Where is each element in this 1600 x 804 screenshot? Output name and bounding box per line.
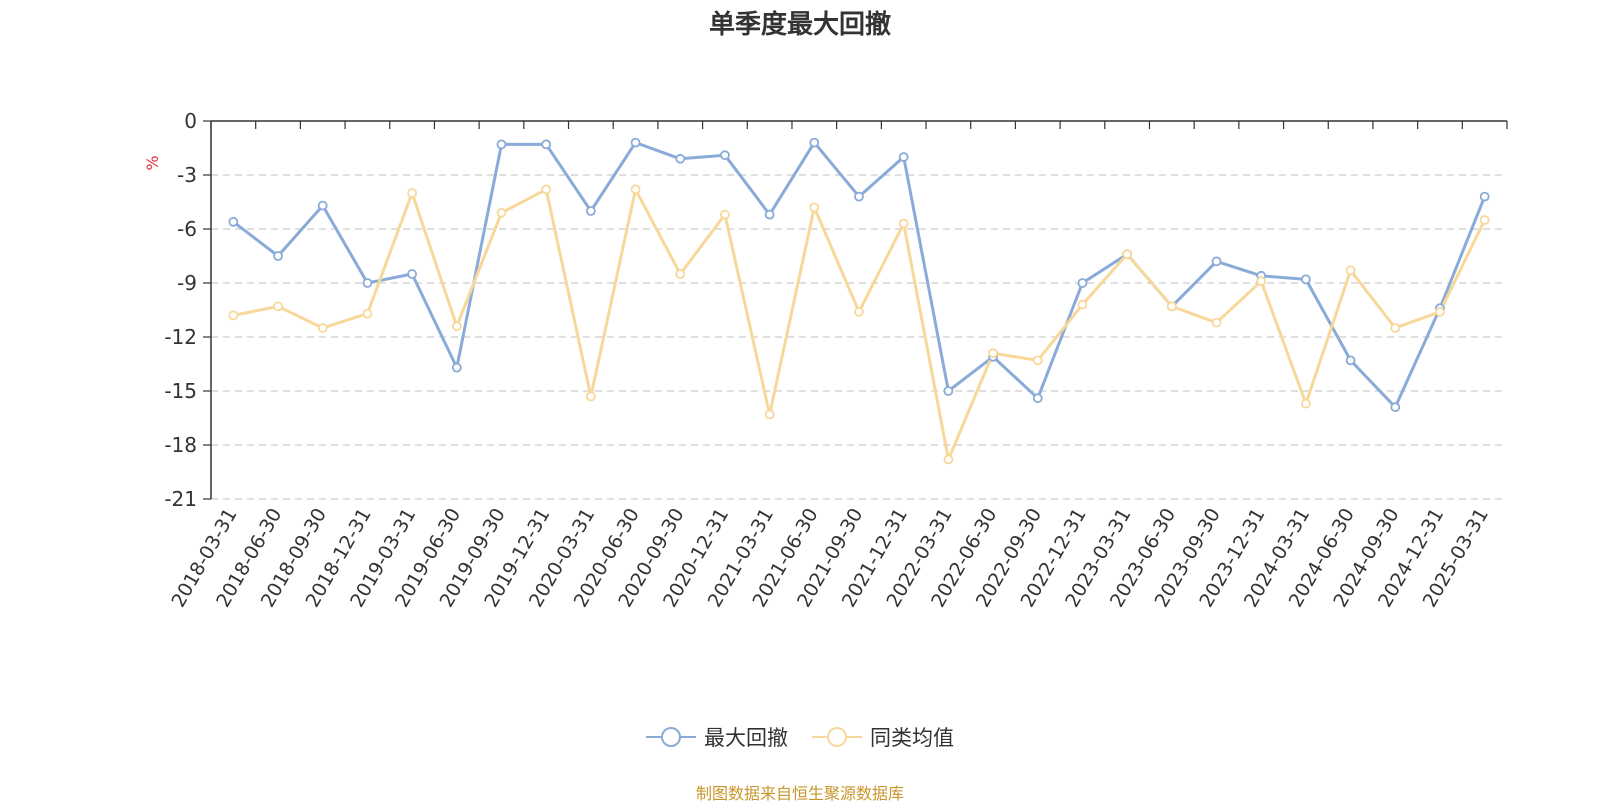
data-point-series-2 — [1077, 299, 1088, 310]
data-point-series-2 — [988, 348, 998, 359]
data-point-series-1 — [854, 191, 864, 202]
data-point-series-2 — [1211, 317, 1222, 328]
legend-marker-series-2 — [812, 727, 862, 747]
data-point-series-1 — [228, 216, 239, 227]
y-tick-label: -12 — [164, 325, 197, 349]
data-point-series-2 — [1256, 276, 1267, 287]
y-axis-unit: % — [143, 155, 162, 170]
data-point-series-1 — [585, 206, 596, 216]
y-tick-label: -9 — [177, 271, 197, 295]
y-tick-label: 0 — [184, 109, 197, 133]
data-point-series-2 — [273, 301, 283, 312]
series-line-1 — [232, 141, 1487, 409]
legend-item-series-1[interactable]: 最大回撤 — [646, 722, 788, 752]
legend-label-series-2: 同类均值 — [870, 726, 954, 750]
data-point-series-2 — [809, 202, 820, 213]
data-point-series-1 — [675, 153, 686, 164]
data-point-series-2 — [1390, 323, 1401, 333]
data-point-series-1 — [1300, 274, 1311, 285]
data-point-series-2 — [630, 184, 641, 195]
data-point-series-1 — [407, 269, 418, 279]
legend-marker-series-1 — [646, 727, 696, 747]
data-point-series-1 — [317, 200, 328, 211]
data-point-series-1 — [809, 137, 820, 148]
legend-item-series-2[interactable]: 同类均值 — [812, 722, 954, 752]
data-point-series-1 — [1345, 355, 1356, 366]
data-point-series-2 — [1166, 301, 1177, 312]
data-point-series-1 — [1211, 256, 1222, 267]
data-point-series-1 — [943, 386, 954, 396]
data-point-series-2 — [496, 207, 507, 218]
data-point-series-2 — [943, 454, 954, 465]
y-tick-label: -18 — [164, 433, 197, 457]
data-point-series-1 — [273, 251, 283, 261]
y-tick-label: -15 — [164, 379, 197, 403]
data-point-series-1 — [496, 139, 507, 150]
data-point-series-2 — [1479, 215, 1490, 225]
data-point-series-2 — [1122, 249, 1133, 260]
y-tick-label: -3 — [177, 163, 197, 187]
data-point-series-2 — [675, 269, 686, 279]
data-point-series-1 — [1077, 278, 1088, 288]
data-point-series-1 — [720, 150, 730, 161]
data-point-series-2 — [228, 310, 239, 321]
chart-title: 单季度最大回撤 — [708, 10, 891, 40]
data-point-series-1 — [362, 278, 373, 288]
data-point-series-2 — [451, 321, 462, 332]
data-point-series-2 — [407, 188, 418, 198]
y-tick-label: -21 — [164, 487, 197, 511]
data-point-series-1 — [630, 137, 641, 148]
legend: 最大回撤 同类均值 — [0, 722, 1600, 752]
data-point-series-2 — [1032, 355, 1043, 366]
data-point-series-1 — [898, 152, 909, 162]
data-point-series-1 — [541, 139, 552, 150]
data-point-series-2 — [317, 323, 328, 333]
source-note: 制图数据来自恒生聚源数据库 — [695, 784, 904, 803]
data-point-series-2 — [362, 308, 373, 319]
data-point-series-2 — [764, 409, 775, 420]
data-point-series-2 — [854, 306, 864, 317]
data-point-series-2 — [1345, 265, 1356, 276]
data-point-series-1 — [451, 362, 462, 373]
data-point-series-2 — [898, 218, 909, 229]
data-point-series-1 — [1390, 402, 1401, 413]
data-point-series-1 — [1479, 191, 1490, 202]
data-point-series-2 — [1300, 398, 1311, 409]
data-point-series-1 — [764, 209, 775, 220]
data-point-series-2 — [541, 184, 552, 195]
data-point-series-2 — [1435, 306, 1445, 317]
y-tick-label: -6 — [177, 217, 197, 241]
series-line-2 — [233, 187, 1487, 461]
legend-label-series-1: 最大回撤 — [704, 726, 788, 750]
data-point-series-2 — [720, 209, 730, 220]
data-point-series-1 — [1032, 393, 1043, 404]
data-point-series-2 — [585, 391, 596, 402]
